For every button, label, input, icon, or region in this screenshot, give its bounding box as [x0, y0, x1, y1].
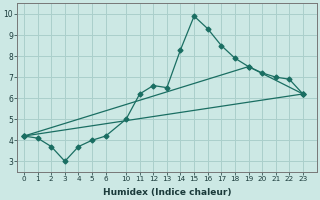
- X-axis label: Humidex (Indice chaleur): Humidex (Indice chaleur): [103, 188, 231, 197]
